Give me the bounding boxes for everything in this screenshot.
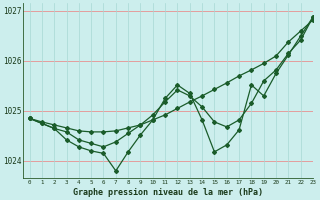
X-axis label: Graphe pression niveau de la mer (hPa): Graphe pression niveau de la mer (hPa) [73,188,263,197]
